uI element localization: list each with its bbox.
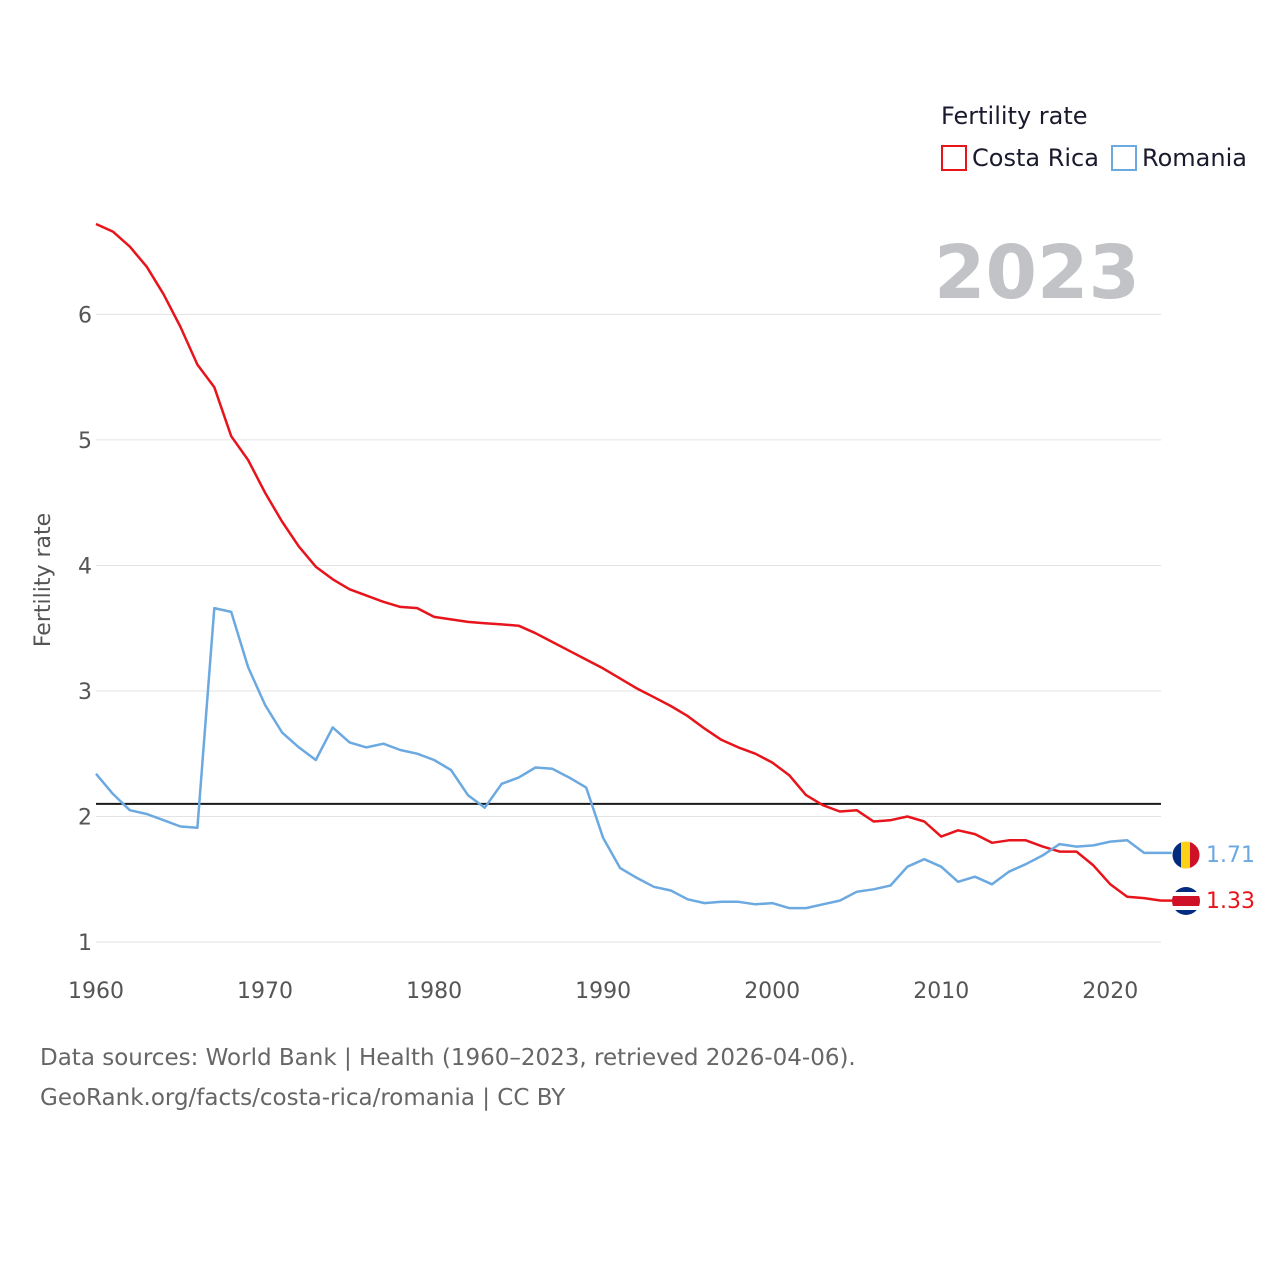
footer-attribution[interactable]: GeoRank.org/facts/costa-rica/romania | C… [40, 1085, 566, 1111]
legend-title: Fertility rate [941, 102, 1088, 130]
end-marker-romania: 1.71 [1171, 840, 1255, 870]
legend: Fertility rate Costa Rica Romania [941, 102, 1247, 172]
x-tick-label-1960: 1960 [68, 979, 124, 1004]
x-tick-label-1980: 1980 [406, 979, 462, 1004]
year-watermark: 2023 [934, 230, 1140, 316]
end-value-romania: 1.71 [1206, 843, 1255, 868]
gridlines [96, 313, 1161, 943]
legend-label-romania: Romania [1142, 144, 1247, 172]
costa-rica-flag-icon [1172, 887, 1200, 915]
legend-swatch-costa-rica [941, 145, 967, 171]
y-tick-label-3: 3 [78, 680, 92, 705]
y-tick-label-4: 4 [78, 554, 92, 579]
legend-swatch-romania [1111, 145, 1137, 171]
y-axis-title: Fertility rate [31, 513, 56, 647]
legend-item-romania[interactable]: Romania [1111, 144, 1247, 172]
x-axis-ticks: 1960 1970 1980 1990 2000 2010 2020 [68, 979, 1138, 1004]
y-tick-label-2: 2 [78, 805, 92, 830]
y-axis-ticks: 1 2 3 4 5 6 [78, 303, 92, 956]
x-tick-label-1990: 1990 [575, 979, 631, 1004]
y-tick-label-5: 5 [78, 429, 92, 454]
series-lines [95, 222, 1172, 910]
legend-label-costa-rica: Costa Rica [972, 144, 1099, 172]
y-tick-label-1: 1 [78, 931, 92, 956]
series-line-romania[interactable] [95, 606, 1161, 910]
romania-flag-icon [1172, 841, 1200, 869]
end-value-costa-rica: 1.33 [1206, 889, 1255, 914]
footer-sources: Data sources: World Bank | Health (1960–… [40, 1045, 856, 1071]
x-tick-label-2020: 2020 [1082, 979, 1138, 1004]
legend-item-costa-rica[interactable]: Costa Rica [941, 144, 1099, 172]
y-tick-label-6: 6 [78, 303, 92, 328]
x-tick-label-1970: 1970 [237, 979, 293, 1004]
series-line-costa-rica[interactable] [95, 222, 1162, 902]
x-tick-label-2000: 2000 [744, 979, 800, 1004]
x-tick-label-2010: 2010 [913, 979, 969, 1004]
fertility-rate-chart: 1 2 3 4 5 6 1960 1970 1980 1990 2000 2010 2020 Fert… [31, 102, 1255, 1004]
end-marker-costa-rica: 1.33 [1172, 887, 1255, 915]
